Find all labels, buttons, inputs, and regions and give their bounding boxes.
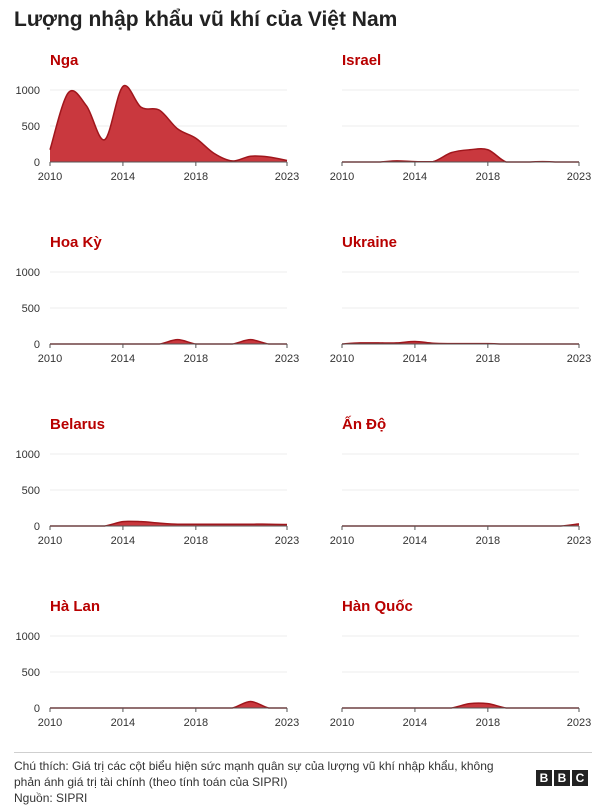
- x-tick-label: 2014: [403, 535, 427, 547]
- y-tick-label: 500: [22, 667, 40, 679]
- x-tick-label: 2023: [275, 717, 299, 729]
- chart-panel: Hàn Quốc 2010 2014 2018 2023: [306, 598, 591, 758]
- x-tick-label: 2023: [567, 535, 591, 547]
- chart-panel: Hà Lan 2010 2014 2018 2023 0 500 1000: [14, 598, 300, 758]
- bbc-logo: B B C: [536, 770, 588, 786]
- area-chart: 2010 2014 2018 2023 0 500 1000: [16, 267, 300, 365]
- x-tick-label: 2023: [275, 353, 299, 365]
- source-note: Nguồn: SIPRI: [14, 791, 88, 805]
- area-chart: 2010 2014 2018 2023: [330, 89, 591, 183]
- page-title: Lượng nhập khẩu vũ khí của Việt Nam: [14, 8, 398, 31]
- logo-letter: C: [572, 770, 588, 786]
- x-tick-label: 2010: [330, 171, 354, 183]
- area-chart: 2010 2014 2018 2023: [330, 271, 591, 365]
- x-tick-label: 2014: [111, 535, 135, 547]
- footnote: Chú thích: Giá trị các cột biểu hiện sức…: [14, 759, 494, 789]
- y-tick-label: 1000: [16, 85, 40, 97]
- series-area: [342, 341, 579, 344]
- x-tick-label: 2014: [111, 171, 135, 183]
- y-tick-label: 0: [34, 703, 40, 715]
- chart-panel: Ấn Độ 2010 2014 2018 2023: [306, 416, 591, 576]
- chart-title: Hà Lan: [50, 598, 101, 615]
- x-tick-label: 2018: [476, 717, 500, 729]
- x-tick-label: 2018: [184, 535, 208, 547]
- x-tick-label: 2023: [567, 353, 591, 365]
- x-tick-label: 2014: [111, 717, 135, 729]
- y-tick-label: 0: [34, 521, 40, 533]
- chart-title: Ấn Độ: [342, 416, 387, 433]
- area-chart: 2010 2014 2018 2023 0 500 1000: [16, 631, 300, 729]
- y-tick-label: 500: [22, 485, 40, 497]
- chart-title: Belarus: [50, 416, 106, 433]
- x-tick-label: 2014: [403, 717, 427, 729]
- x-tick-label: 2023: [275, 535, 299, 547]
- chart-title: Hàn Quốc: [342, 598, 413, 615]
- x-tick-label: 2014: [403, 171, 427, 183]
- x-tick-label: 2018: [184, 717, 208, 729]
- chart-panel: Hoa Kỳ 2010 2014 2018 2023 0 500 1000: [14, 234, 300, 394]
- chart-title: Ukraine: [342, 234, 398, 251]
- y-tick-label: 0: [34, 157, 40, 169]
- y-tick-label: 1000: [16, 631, 40, 643]
- chart-panel: Israel 2010 2014 2018 2023: [306, 52, 591, 212]
- x-tick-label: 2010: [330, 353, 354, 365]
- x-tick-label: 2018: [476, 535, 500, 547]
- chart-title: Israel: [342, 52, 382, 69]
- x-tick-label: 2018: [476, 171, 500, 183]
- x-tick-label: 2010: [38, 171, 62, 183]
- area-chart: 2010 2014 2018 2023 0 500 1000: [16, 449, 300, 547]
- y-tick-label: 500: [22, 121, 40, 133]
- logo-letter: B: [554, 770, 570, 786]
- y-tick-label: 1000: [16, 267, 40, 279]
- series-line: [49, 84, 288, 162]
- chart-title: Hoa Kỳ: [50, 234, 102, 251]
- y-tick-label: 1000: [16, 449, 40, 461]
- x-tick-label: 2010: [38, 353, 62, 365]
- chart-panel: Nga 2010 2014 2018 2023 0 500 1000: [14, 52, 300, 212]
- y-tick-label: 0: [34, 339, 40, 351]
- chart-panel: Ukraine 2010 2014 2018 2023: [306, 234, 591, 394]
- x-tick-label: 2023: [567, 171, 591, 183]
- area-chart: 2010 2014 2018 2023 0 500 1000: [16, 84, 299, 183]
- divider: [14, 752, 592, 753]
- x-tick-label: 2014: [111, 353, 135, 365]
- series-area: [342, 148, 579, 162]
- series-area: [342, 703, 579, 708]
- x-tick-label: 2018: [184, 171, 208, 183]
- x-tick-label: 2023: [275, 171, 299, 183]
- chart-panel: Belarus 2010 2014 2018 2023 0 500 1000: [14, 416, 300, 576]
- x-tick-label: 2023: [567, 717, 591, 729]
- x-tick-label: 2014: [403, 353, 427, 365]
- x-tick-label: 2010: [330, 717, 354, 729]
- x-tick-label: 2010: [330, 535, 354, 547]
- x-tick-label: 2018: [184, 353, 208, 365]
- x-tick-label: 2010: [38, 717, 62, 729]
- x-tick-label: 2018: [476, 353, 500, 365]
- x-tick-label: 2010: [38, 535, 62, 547]
- area-chart: 2010 2014 2018 2023: [330, 635, 591, 729]
- y-tick-label: 500: [22, 303, 40, 315]
- series-area: [50, 701, 287, 708]
- series-area: [50, 85, 287, 162]
- chart-title: Nga: [50, 52, 79, 69]
- logo-letter: B: [536, 770, 552, 786]
- area-chart: 2010 2014 2018 2023: [330, 453, 591, 547]
